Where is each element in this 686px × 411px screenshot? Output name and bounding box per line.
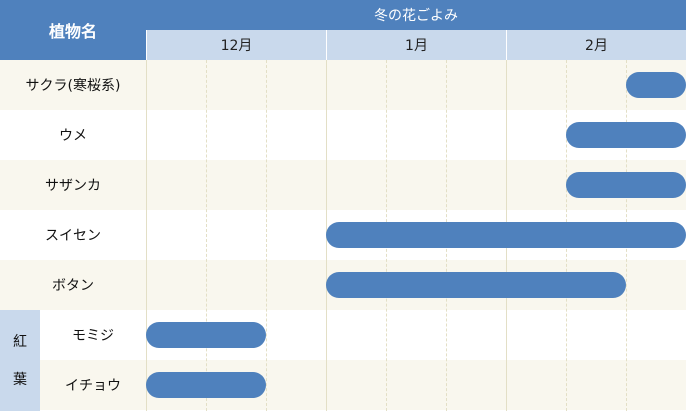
plant-label: サザンカ <box>45 178 101 194</box>
plant-label: スイセン <box>45 228 101 244</box>
row-background <box>0 60 686 110</box>
plant-label: ボタン <box>52 278 94 294</box>
month-header: 2月 <box>506 30 686 60</box>
bloom-period-bar <box>626 72 686 98</box>
bloom-period-bar <box>146 372 266 398</box>
period-divider-line <box>266 60 267 411</box>
period-divider-line <box>206 60 207 411</box>
plant-label: イチョウ <box>65 378 121 394</box>
bloom-period-bar <box>146 322 266 348</box>
bloom-period-bar <box>566 122 686 148</box>
plant-label: ウメ <box>59 128 87 144</box>
group-label-char: 紅 <box>13 333 27 350</box>
plant-label: モミジ <box>72 328 114 344</box>
chart-title: 冬の花ごよみ <box>146 0 686 30</box>
bloom-period-bar <box>326 272 626 298</box>
group-label-char: 葉 <box>13 371 27 388</box>
plant-label: サクラ(寒桜系) <box>25 78 121 94</box>
month-header: 12月 <box>146 30 326 60</box>
month-divider-line <box>146 60 147 411</box>
month-header: 1月 <box>326 30 506 60</box>
bloom-period-bar <box>566 172 686 198</box>
autumn-leaves-group-label: 紅 葉 <box>0 310 40 411</box>
row-background <box>0 310 686 360</box>
plant-name-header: 植物名 <box>0 0 146 60</box>
bloom-period-bar <box>326 222 686 248</box>
row-background <box>0 360 686 410</box>
